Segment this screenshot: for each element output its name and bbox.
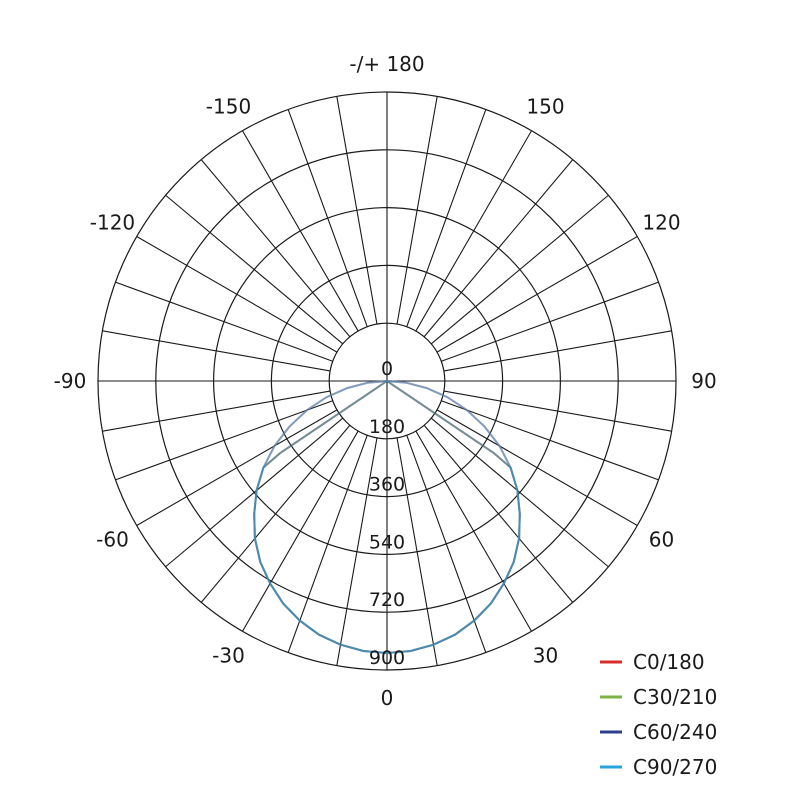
angular-tick-label: -150 [206,94,251,118]
grid-spoke [136,409,338,526]
grid-spoke [336,96,378,325]
grid-spoke [165,417,344,568]
grid-spoke [115,281,333,362]
grid-spoke [287,435,368,653]
grid-spoke [436,236,638,353]
grid-spoke [165,194,344,345]
grid-spoke [102,330,331,372]
grid-spoke [336,437,378,666]
radial-tick-labels: 0 180 360 540 720 900 [369,358,405,669]
grid-spoke [396,96,438,325]
angular-tick-label: 120 [642,211,680,235]
angular-tick-label: 0 [381,686,394,710]
grid-spoke [200,424,351,603]
legend-label: C30/210 [633,685,717,709]
angular-tick-label: -30 [212,644,245,668]
grid-spoke [436,409,638,526]
grid-spoke [406,435,487,653]
legend-label: C0/180 [633,650,705,674]
grid-spoke [287,109,368,327]
series-curve-C90-270 [253,380,521,655]
angular-tick-label: 90 [691,369,716,393]
angular-tick-label: -60 [96,528,129,552]
grid-spoke [415,430,532,632]
grid-spoke [396,437,438,666]
grid-spoke [200,159,351,338]
grid-spoke [443,390,672,432]
angular-tick-label: -90 [54,369,87,393]
grid-spoke [423,159,574,338]
polar-grid [97,91,677,671]
radial-tick-label: 180 [369,416,405,438]
grid-spoke [242,130,359,332]
radial-tick-label: 0 [381,358,393,380]
angular-tick-label: 60 [649,528,674,552]
grid-spoke [430,417,609,568]
grid-spoke [430,194,609,345]
grid-spoke [415,130,532,332]
radial-tick-label: 540 [369,531,405,553]
grid-spoke [102,390,331,432]
angular-tick-label: 150 [526,94,564,118]
radial-tick-label: 900 [369,647,405,669]
angular-tick-labels: -/+ 180 150 120 90 60 30 0 -30 -60 -90 -120 -150 [54,52,717,710]
legend-label: C90/270 [633,755,717,779]
radial-tick-label: 360 [369,474,405,496]
angular-tick-label: -/+ 180 [349,52,424,76]
grid-spoke [136,236,338,353]
radial-tick-label: 720 [369,589,405,611]
grid-spoke [443,330,672,372]
grid-spoke [406,109,487,327]
grid-spoke [242,430,359,632]
grid-spoke [423,424,574,603]
grid-spoke [441,400,659,481]
angular-tick-label: 30 [533,644,558,668]
grid-spoke [115,400,333,481]
legend: C0/180 C30/210 C60/240 C90/270 [600,650,717,779]
grid-spoke [441,281,659,362]
legend-label: C60/240 [633,720,717,744]
angular-tick-label: -120 [90,211,135,235]
series-curves [253,380,521,655]
